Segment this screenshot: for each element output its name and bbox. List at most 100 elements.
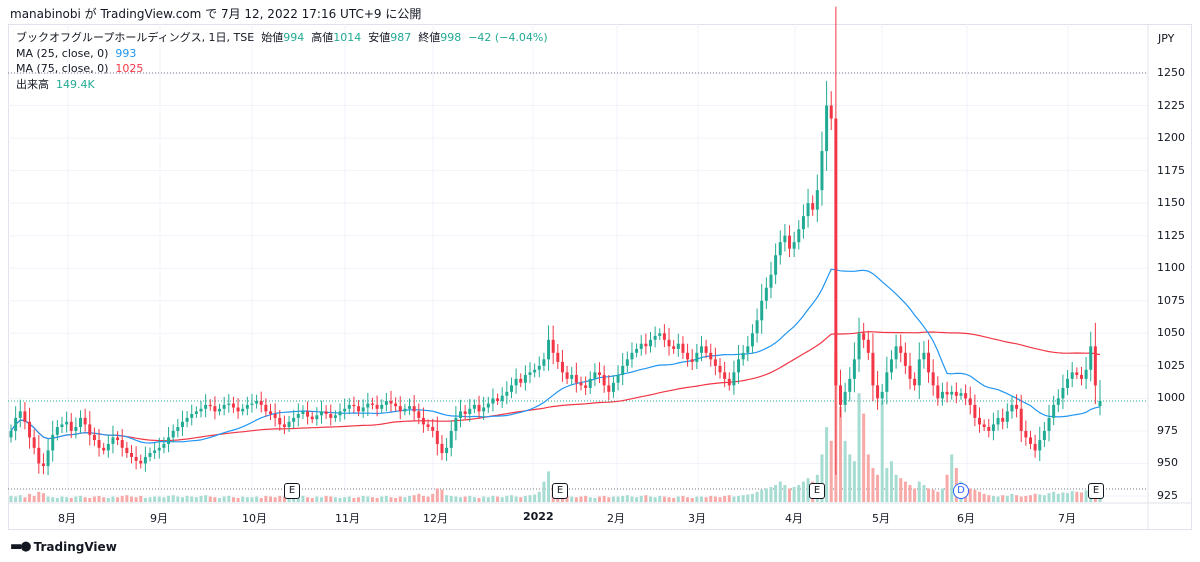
candle-body (829, 105, 833, 119)
volume-bar (1070, 491, 1074, 502)
candle-body (820, 151, 824, 191)
volume-bar (324, 495, 328, 502)
candle-body (338, 411, 342, 416)
candle-body (208, 404, 212, 407)
candle-body (1038, 440, 1042, 451)
price-tick: 1075 (1157, 293, 1185, 307)
candle-body (190, 413, 194, 418)
volume-bar (241, 496, 245, 502)
volume-bar (917, 481, 921, 502)
volume-bar (806, 478, 810, 502)
candle-body (421, 417, 425, 425)
volume-bar (876, 474, 880, 502)
volume-bar (936, 491, 940, 502)
candle-body (454, 417, 458, 431)
volume-bar (357, 497, 361, 502)
volume-bar (143, 497, 147, 502)
tradingview-logo[interactable]: ▬● TradingView (10, 539, 117, 554)
legend-symbol-row: ブックオフグループホールディングス, 1日, TSE 始値994 高値1014 … (16, 30, 548, 46)
volume-bar (764, 488, 768, 502)
volume-bar (584, 495, 588, 502)
volume-bar (1010, 493, 1014, 502)
candle-body (959, 393, 963, 396)
volume-bar (23, 497, 27, 502)
candle-body (1024, 430, 1028, 438)
candle-body (616, 374, 620, 383)
volume-bar (746, 494, 750, 502)
candle-body (37, 447, 41, 464)
candle-body (315, 415, 319, 420)
volume-bar (310, 497, 314, 502)
volume-bar (509, 495, 513, 502)
candle-body (102, 447, 106, 451)
candle-body (746, 346, 750, 353)
candle-body (116, 437, 120, 441)
candle-body (129, 453, 133, 457)
candle-body (278, 417, 282, 425)
dividend-marker[interactable]: D (953, 483, 969, 499)
volume-bar (908, 485, 912, 502)
price-tick: 1125 (1157, 228, 1185, 242)
candle-body (505, 391, 509, 396)
candle-body (639, 343, 643, 349)
volume-bar (306, 497, 310, 502)
candle-body (815, 190, 819, 210)
volume-bar (472, 497, 476, 502)
earnings-marker[interactable]: E (284, 483, 300, 499)
low-value: 987 (390, 31, 412, 44)
candle-body (1098, 400, 1102, 407)
open-label: 始値 (261, 31, 284, 44)
volume-bar (852, 461, 856, 502)
volume-bar (616, 496, 620, 502)
earnings-marker[interactable]: E (552, 483, 568, 499)
volume-bar (537, 491, 541, 502)
volume-bar (862, 413, 866, 502)
volume-bar (269, 496, 273, 502)
candle-body (496, 398, 500, 401)
candle-body (92, 434, 96, 441)
volume-bar (528, 495, 532, 502)
candle-body (370, 403, 374, 405)
candle-body (1033, 443, 1037, 451)
candle-body (264, 404, 268, 412)
publish-info: manabinobi が TradingView.com で 7月 12, 20… (10, 7, 422, 21)
candle-body (347, 404, 351, 409)
price-tick: 1200 (1157, 131, 1185, 145)
candle-body (936, 385, 940, 399)
volume-bar (1005, 495, 1009, 502)
chart-frame (8, 24, 1192, 530)
earnings-marker[interactable]: E (809, 483, 825, 499)
volume-bar (769, 487, 773, 502)
volume-bar (570, 496, 574, 502)
volume-bar (463, 496, 467, 502)
price-chart[interactable] (0, 0, 1200, 535)
candle-body (301, 411, 305, 414)
volume-bar (389, 497, 393, 502)
volume-bar (1024, 495, 1028, 502)
candle-body (598, 372, 602, 375)
ma75-label: MA (75, close, 0) (16, 62, 109, 75)
volume-bar (662, 496, 666, 502)
volume-bar (491, 495, 495, 502)
volume-bar (185, 495, 189, 502)
time-tick: 8月 (58, 512, 76, 525)
candle-body (672, 346, 676, 349)
volume-bar (792, 487, 796, 502)
candle-body (366, 403, 370, 408)
volume-bar (690, 497, 694, 502)
candle-body (213, 406, 217, 412)
candle-body (709, 352, 713, 360)
volume-bar (1015, 495, 1019, 502)
candle-body (403, 408, 407, 412)
legend-volume: 出来高 149.4K (16, 77, 548, 93)
candle-body (1084, 369, 1088, 379)
volume-bar (635, 497, 639, 502)
candle-body (737, 359, 741, 373)
time-tick: 7月 (1058, 512, 1076, 525)
volume-bar (129, 496, 133, 502)
earnings-marker[interactable]: E (1088, 483, 1104, 499)
candle-body (343, 408, 347, 412)
candle-body (945, 391, 949, 395)
candle-body (74, 427, 78, 431)
candle-body (797, 229, 801, 243)
